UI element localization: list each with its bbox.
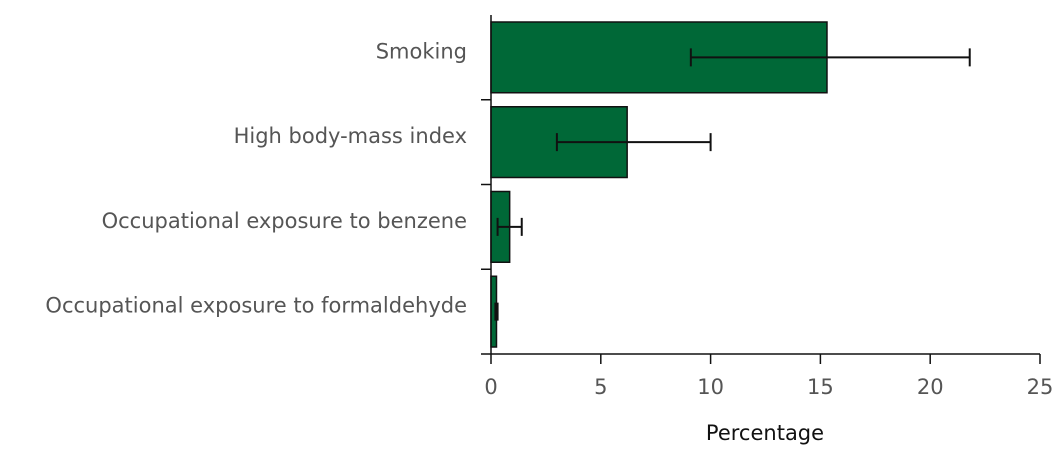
x-tick-label: 20 <box>917 375 944 399</box>
error-bars <box>494 48 971 321</box>
x-tick-label: 0 <box>484 375 497 399</box>
x-axis-title: Percentage <box>706 421 824 445</box>
category-label: High body-mass index <box>234 124 467 148</box>
error-bar <box>689 48 971 67</box>
error-bar <box>494 302 499 321</box>
category-label: Smoking <box>376 39 467 63</box>
bars <box>490 21 828 348</box>
y-axis <box>481 15 492 355</box>
error-bar <box>496 217 523 236</box>
x-tick-label: 25 <box>1027 375 1054 399</box>
category-labels: Smoking High body-mass index Occupational … <box>45 39 467 317</box>
category-label: Occupational exposure to benzene <box>102 209 467 233</box>
x-tick-label: 15 <box>807 375 834 399</box>
x-tick-label: 5 <box>594 375 607 399</box>
error-bar <box>555 133 712 152</box>
x-tick-label: 10 <box>697 375 724 399</box>
category-label: Occupational exposure to formaldehyde <box>45 294 467 318</box>
x-ticks: 0 5 10 15 20 25 <box>484 354 1053 399</box>
